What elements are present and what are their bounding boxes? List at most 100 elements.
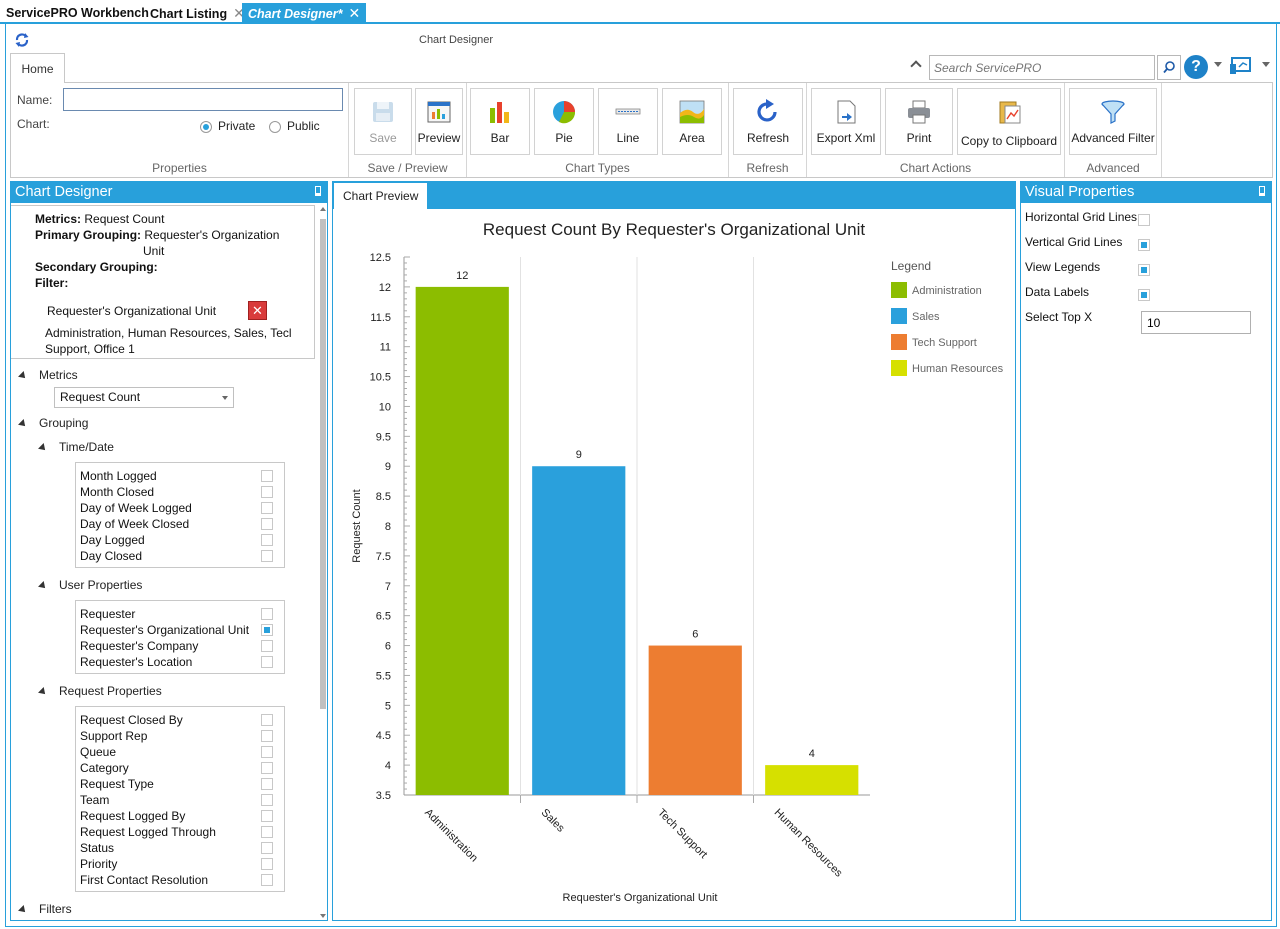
checkbox[interactable] [261, 826, 273, 838]
list-item[interactable]: Requester's Company [76, 638, 284, 654]
list-item[interactable]: Month Closed [76, 484, 284, 500]
list-item[interactable]: Day of Week Logged [76, 500, 284, 516]
copy-to-clipboard-button[interactable]: Copy to Clipboard [957, 88, 1061, 155]
checkbox[interactable] [261, 640, 273, 652]
area-chart-button[interactable]: Area [662, 88, 722, 155]
sync-icon[interactable] [14, 32, 30, 48]
checkbox[interactable] [261, 502, 273, 514]
list-item[interactable]: Day Logged [76, 532, 284, 548]
checkbox[interactable] [261, 608, 273, 620]
tab-chart-preview[interactable]: Chart Preview [333, 182, 429, 209]
advanced-filter-button[interactable]: Advanced Filter [1069, 88, 1157, 155]
checkbox[interactable] [261, 794, 273, 806]
checkbox[interactable] [261, 730, 273, 742]
data-labels-checkbox[interactable] [1138, 289, 1150, 301]
list-item[interactable]: Support Rep [76, 728, 284, 744]
expand-icon[interactable] [38, 442, 48, 453]
checkbox[interactable] [261, 746, 273, 758]
collapse-ribbon-icon[interactable] [910, 60, 922, 72]
checkbox[interactable] [261, 858, 273, 870]
checkbox[interactable] [261, 534, 273, 546]
top-x-input[interactable] [1141, 311, 1251, 334]
expand-icon[interactable] [18, 904, 28, 915]
checkbox[interactable] [261, 810, 273, 822]
list-item[interactable]: Queue [76, 744, 284, 760]
checkbox[interactable] [261, 874, 273, 886]
tree-node-grouping[interactable]: Grouping [18, 416, 88, 430]
bar-chart-button[interactable]: Bar [470, 88, 530, 155]
checkbox[interactable] [261, 486, 273, 498]
doc-tab-workbench[interactable]: ServicePRO Workbench [6, 3, 149, 24]
vertical-grid-checkbox[interactable] [1138, 239, 1150, 251]
checkbox[interactable] [261, 714, 273, 726]
pin-icon[interactable] [315, 186, 321, 196]
list-item[interactable]: Status [76, 840, 284, 856]
list-item[interactable]: First Contact Resolution [76, 872, 284, 888]
monitor-icon[interactable] [1229, 55, 1255, 79]
checkbox[interactable] [261, 624, 273, 636]
scroll-thumb[interactable] [320, 219, 326, 709]
close-icon[interactable]: ✕ [233, 5, 245, 21]
private-radio[interactable] [200, 121, 212, 133]
close-icon[interactable]: ✕ [348, 5, 361, 21]
tree-node-request-properties[interactable]: Request Properties [38, 684, 162, 698]
list-item[interactable]: Month Logged [76, 468, 284, 484]
tree-node-metrics[interactable]: Metrics [18, 368, 78, 382]
pin-icon[interactable] [1259, 186, 1265, 196]
checkbox[interactable] [261, 656, 273, 668]
refresh-button[interactable]: Refresh [733, 88, 803, 155]
pie-chart-button[interactable]: Pie [534, 88, 594, 155]
list-item[interactable]: Request Logged Through [76, 824, 284, 840]
doc-tab-chart-designer[interactable]: Chart Designer* ✕ [242, 3, 367, 24]
chevron-down-icon[interactable] [1214, 62, 1222, 67]
checkbox[interactable] [261, 842, 273, 854]
tree-node-filters[interactable]: Filters [18, 902, 72, 916]
tree-node-label: Metrics [39, 368, 78, 382]
list-item[interactable]: Requester's Organizational Unit [76, 622, 284, 638]
search-input[interactable] [929, 55, 1155, 80]
search-button[interactable] [1157, 55, 1181, 80]
view-legends-checkbox[interactable] [1138, 264, 1150, 276]
expand-icon[interactable] [38, 580, 48, 591]
list-item[interactable]: Category [76, 760, 284, 776]
checkbox[interactable] [261, 762, 273, 774]
list-item-label: Request Logged Through [80, 825, 216, 839]
list-item[interactable]: Request Logged By [76, 808, 284, 824]
tree-node-user-properties[interactable]: User Properties [38, 578, 142, 592]
scroll-up-icon[interactable] [320, 207, 326, 211]
panel-header: Chart Designer [11, 182, 327, 203]
line-chart-button[interactable]: Line [598, 88, 658, 155]
list-item[interactable]: Request Closed By [76, 712, 284, 728]
list-item[interactable]: Day Closed [76, 548, 284, 564]
scroll-down-icon[interactable] [320, 914, 326, 918]
doc-tab-chart-listing[interactable]: Chart Listing ✕ [150, 3, 245, 24]
list-item[interactable]: Team [76, 792, 284, 808]
expand-icon[interactable] [18, 418, 28, 429]
checkbox[interactable] [261, 518, 273, 530]
save-button[interactable]: Save [354, 88, 412, 155]
public-radio[interactable] [269, 121, 281, 133]
expand-icon[interactable] [18, 370, 28, 381]
checkbox[interactable] [261, 470, 273, 482]
list-item[interactable]: Requester's Location [76, 654, 284, 670]
list-item[interactable]: Requester [76, 606, 284, 622]
help-icon[interactable]: ? [1184, 55, 1208, 79]
name-field[interactable] [63, 88, 343, 111]
list-item[interactable]: Day of Week Closed [76, 516, 284, 532]
expand-icon[interactable] [38, 686, 48, 697]
ribbon-tab-home[interactable]: Home [10, 53, 65, 83]
preview-button[interactable]: Preview [415, 88, 463, 155]
data-labels-label: Data Labels [1025, 285, 1090, 299]
checkbox[interactable] [261, 778, 273, 790]
scrollbar[interactable] [319, 205, 327, 920]
tree-node-time-date[interactable]: Time/Date [38, 440, 114, 454]
print-button[interactable]: Print [885, 88, 953, 155]
list-item[interactable]: Priority [76, 856, 284, 872]
chevron-down-icon[interactable] [1262, 62, 1270, 67]
remove-filter-button[interactable]: ✕ [248, 301, 267, 320]
export-xml-button[interactable]: Export Xml [811, 88, 881, 155]
list-item[interactable]: Request Type [76, 776, 284, 792]
horizontal-grid-checkbox[interactable] [1138, 214, 1150, 226]
metrics-select[interactable]: Request Count [54, 387, 234, 408]
checkbox[interactable] [261, 550, 273, 562]
